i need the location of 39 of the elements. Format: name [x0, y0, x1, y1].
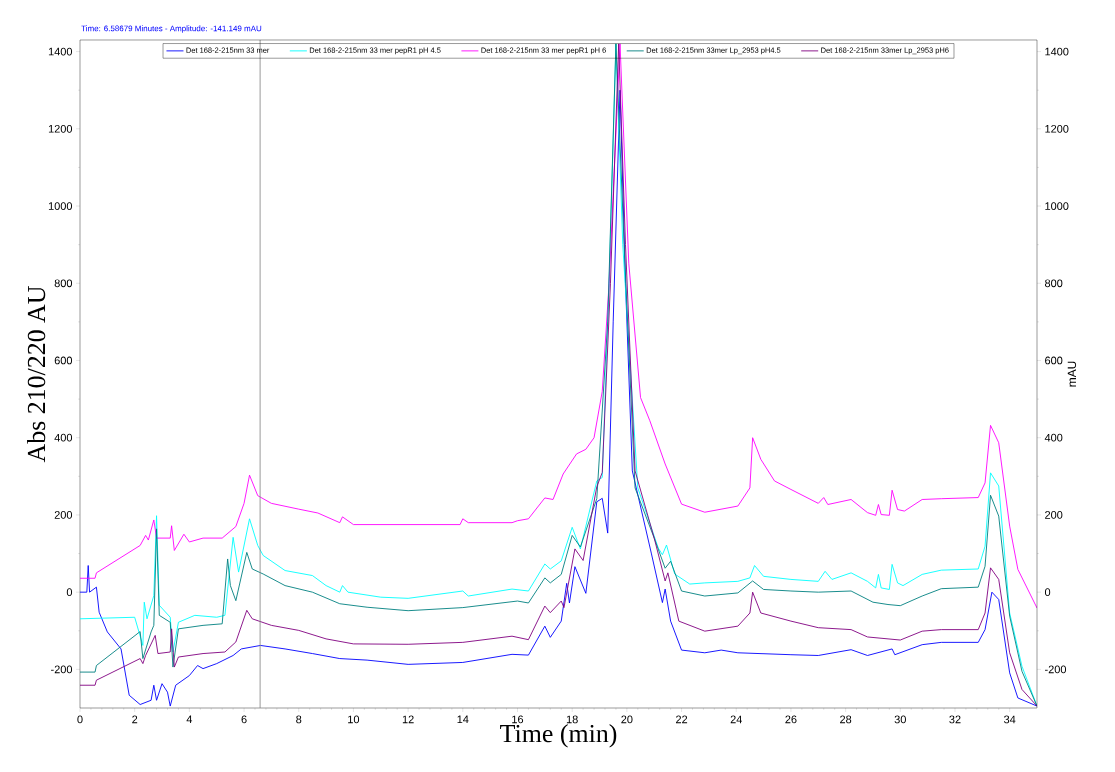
- x-tick-label: 28: [840, 715, 852, 724]
- y-tick-label: 1200: [48, 124, 73, 133]
- x-tick-label: 20: [621, 715, 633, 724]
- x-tick-label: 6: [241, 715, 247, 724]
- y2-tick-label: 1000: [1045, 202, 1069, 210]
- x-tick-label: 34: [1003, 715, 1016, 724]
- y-tick-label: 0: [66, 588, 73, 597]
- y-tick-label: 1400: [48, 47, 73, 56]
- x-tick-label: 10: [348, 715, 360, 724]
- x-tick-label: 30: [894, 715, 906, 724]
- x-tick-label: 4: [186, 715, 193, 724]
- y-axis-title: Abs 210/220 AU: [27, 286, 46, 463]
- y2-tick-label: 0: [1044, 588, 1051, 597]
- x-axis-title: Time (min): [500, 724, 617, 748]
- x-tick-label: 8: [296, 715, 302, 724]
- x-tick-label: 12: [402, 715, 414, 724]
- y2-tick-label: 800: [1045, 279, 1063, 288]
- y2-tick-label: 1400: [1045, 47, 1069, 56]
- y2-tick-label: 200: [1045, 511, 1063, 519]
- y-tick-label: 200: [54, 511, 73, 519]
- x-tick-label: 2: [132, 715, 138, 724]
- y2-tick-label: 600: [1045, 356, 1063, 365]
- y-tick-label: 800: [54, 279, 73, 288]
- y-tick-label: 400: [54, 433, 73, 442]
- x-tick-label: 16: [512, 715, 524, 724]
- x-tick-label: 24: [730, 715, 742, 724]
- x-tick-label: 18: [566, 715, 578, 724]
- x-tick-label: 0: [77, 715, 83, 724]
- y2-tick-label: 400: [1044, 433, 1063, 442]
- x-tick-label: 22: [676, 715, 688, 724]
- y2-axis-title: mAU: [1067, 361, 1077, 387]
- x-tick-label: 14: [457, 715, 469, 724]
- y-tick-label: 600: [54, 356, 73, 365]
- y2-tick-label: 1200: [1045, 124, 1069, 133]
- x-tick-label: 26: [785, 715, 797, 724]
- y-tick-label: 1000: [48, 202, 73, 210]
- y2-tick-label: -200: [1045, 665, 1067, 674]
- x-tick-label: 32: [949, 715, 961, 724]
- y-tick-label: -200: [51, 665, 73, 674]
